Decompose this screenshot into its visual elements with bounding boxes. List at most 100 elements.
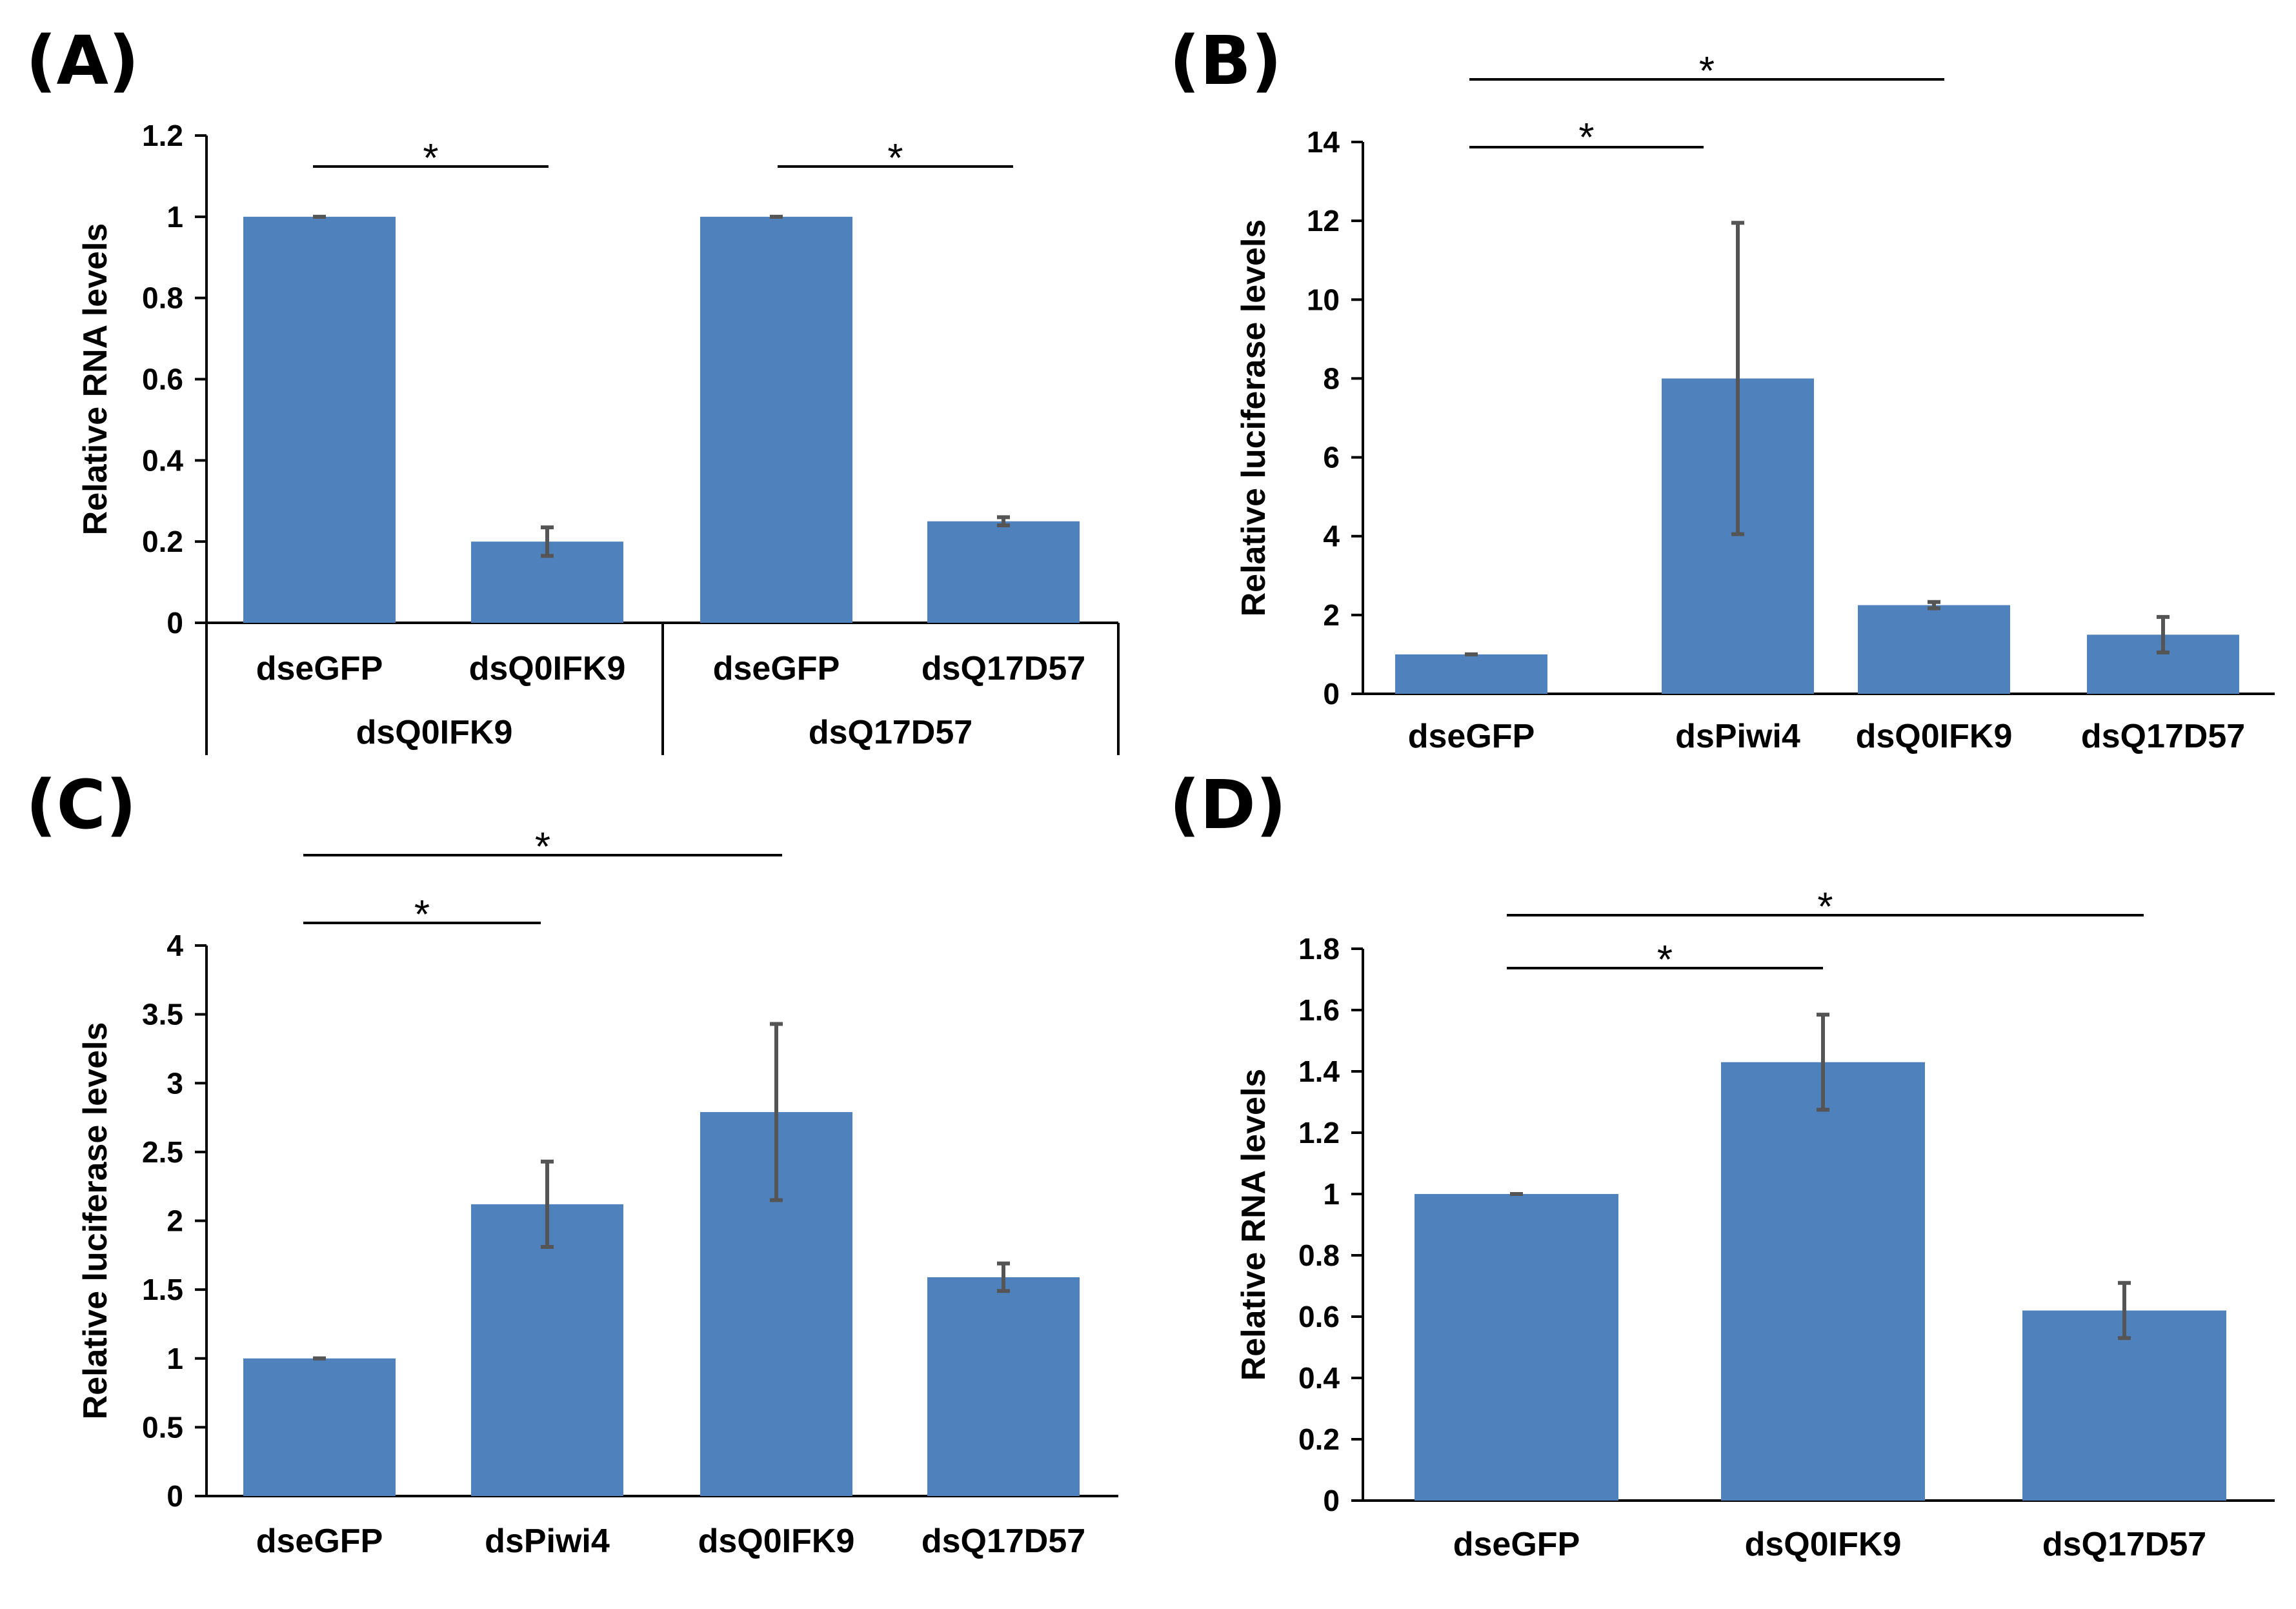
chart-panel-a: (A) 0 0.2 0.4 0.6 0.8 1 1.2 Relative RNA levels d…: [26, 21, 1120, 755]
error-bar: [997, 515, 1010, 527]
significance-star: *: [1578, 116, 1594, 160]
y-tick-label: 1.8: [1298, 932, 1340, 966]
significance-bracket: *: [303, 893, 541, 937]
bar: [243, 216, 396, 623]
category-label: dsQ17D57: [921, 650, 1085, 687]
y-tick-label: 0: [166, 606, 183, 640]
y-tick-label: 2: [1323, 598, 1340, 632]
bar: [1395, 654, 1547, 694]
significance-star: *: [414, 893, 430, 937]
significance-bracket: *: [1469, 116, 1704, 160]
category-label: dseGFP: [256, 650, 383, 687]
significance-bracket: *: [1507, 938, 1823, 982]
category-label: dsPiwi4: [485, 1523, 610, 1560]
y-tick-label: 1.6: [1298, 993, 1340, 1027]
bar: [243, 1358, 396, 1496]
error-bar: [2118, 1280, 2131, 1341]
bar: [700, 216, 852, 623]
significance-star: *: [423, 136, 438, 181]
group-label: dsQ0IFK9: [356, 714, 513, 751]
chart-panel-b: (B) 0 2 4 6 8 10 12 14 Relative luciferase levels…: [1169, 21, 2275, 755]
y-tick-label: 6: [1323, 441, 1340, 474]
bar: [1415, 1194, 1618, 1501]
y-tick-label: 10: [1307, 283, 1340, 316]
significance-bracket: *: [1507, 885, 2144, 929]
error-bar: [1731, 221, 1744, 536]
category-label: dsQ17D57: [921, 1523, 1085, 1560]
category-label: dseGFP: [256, 1523, 383, 1560]
category-label: dseGFP: [1453, 1526, 1580, 1563]
error-bar: [770, 1022, 783, 1202]
y-tick-label: 1.2: [1298, 1116, 1340, 1149]
y-tick-label: 0.6: [142, 363, 183, 396]
panel-label: (C): [26, 765, 136, 844]
y-tick-label: 3.5: [142, 998, 183, 1031]
y-tick-label: 0.8: [142, 281, 183, 315]
error-bar: [2157, 614, 2170, 654]
significance-star: *: [887, 136, 903, 181]
y-tick-label: 12: [1307, 204, 1340, 238]
y-tick-label: 1: [1323, 1177, 1340, 1211]
y-tick-label: 2: [166, 1204, 183, 1238]
y-tick-label: 0.2: [1298, 1422, 1340, 1456]
y-tick-label: 0.6: [1298, 1300, 1340, 1333]
significance-star: *: [1817, 885, 1833, 929]
y-tick-label: 0.4: [142, 443, 183, 477]
y-tick-label: 1: [166, 1342, 183, 1375]
category-label: dsPiwi4: [1675, 718, 1800, 755]
y-tick-label: 1.5: [142, 1273, 183, 1306]
bar: [1721, 1062, 1925, 1501]
bar: [927, 521, 1080, 623]
bar: [1858, 605, 2010, 694]
significance-bracket: *: [778, 136, 1013, 181]
chart-panel-c: (C) 0 0.5 1 1.5 2 2.5 3 3.5 4 Relative luciferase …: [26, 765, 1118, 1560]
y-tick-label: 0: [166, 1479, 183, 1513]
category-label: dsQ0IFK9: [1745, 1526, 1902, 1563]
bar: [2022, 1310, 2226, 1501]
significance-bracket: *: [303, 825, 782, 869]
bar: [927, 1277, 1080, 1496]
y-axis-title: Relative luciferase levels: [77, 1022, 114, 1420]
y-axis-title: Relative RNA levels: [1235, 1069, 1273, 1381]
significance-bracket: *: [1469, 49, 1944, 94]
error-bar: [997, 1261, 1010, 1293]
category-label: dsQ0IFK9: [698, 1523, 855, 1560]
y-tick-label: 3: [166, 1066, 183, 1100]
error-bar: [1817, 1013, 1829, 1112]
y-axis-title: Relative RNA levels: [77, 223, 114, 536]
y-tick-label: 1.4: [1298, 1055, 1340, 1088]
significance-bracket: *: [313, 136, 549, 181]
y-tick-label: 4: [166, 929, 183, 962]
y-tick-label: 0.4: [1298, 1361, 1340, 1395]
bar: [471, 1204, 623, 1496]
significance-star: *: [1657, 938, 1673, 982]
y-tick-label: 2.5: [142, 1135, 183, 1169]
category-label: dsQ17D57: [2042, 1526, 2206, 1563]
error-bar: [1928, 600, 1940, 611]
panel-label: (D): [1169, 765, 1286, 844]
y-tick-label: 1: [166, 200, 183, 234]
y-tick-label: 0: [1323, 1484, 1340, 1517]
chart-panel-d: (D) 0 0.2 0.4 0.6 0.8 1 1.2 1.4 1.6 1.8 Relative RN…: [1169, 765, 2275, 1563]
category-label: dseGFP: [713, 650, 840, 687]
y-tick-label: 1.2: [142, 119, 183, 152]
y-tick-label: 14: [1307, 125, 1340, 159]
panel-label: (A): [26, 21, 139, 100]
y-tick-label: 0.2: [142, 525, 183, 558]
category-label: dseGFP: [1408, 718, 1535, 755]
y-axis-title: Relative luciferase levels: [1235, 219, 1273, 617]
y-tick-label: 8: [1323, 361, 1340, 395]
y-tick-label: 4: [1323, 520, 1340, 553]
y-tick-label: 0.5: [142, 1410, 183, 1444]
category-label: dsQ0IFK9: [469, 650, 626, 687]
category-label: dsQ0IFK9: [1856, 718, 2013, 755]
group-label: dsQ17D57: [809, 714, 972, 751]
significance-star: *: [535, 825, 550, 869]
y-tick-label: 0: [1323, 677, 1340, 711]
error-bar: [541, 1159, 554, 1250]
error-bar: [541, 525, 554, 558]
panel-label: (B): [1169, 21, 1282, 100]
category-label: dsQ17D57: [2081, 718, 2245, 755]
y-tick-label: 0.8: [1298, 1239, 1340, 1272]
